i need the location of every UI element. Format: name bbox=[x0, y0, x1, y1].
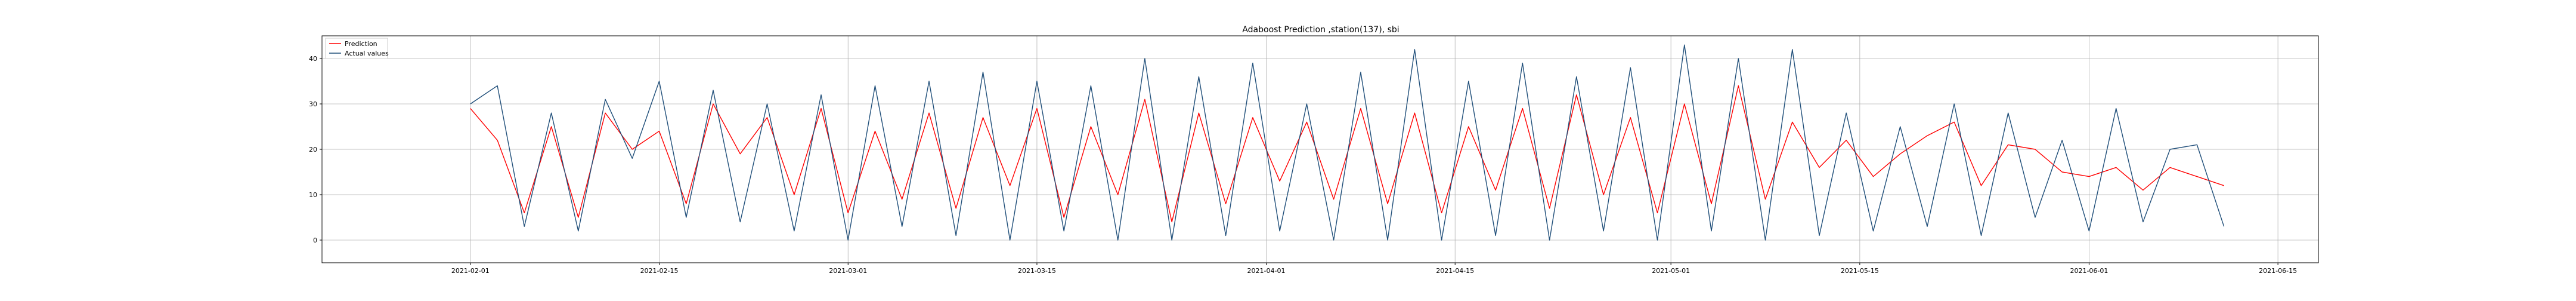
legend: Prediction Actual values bbox=[325, 38, 389, 59]
x-tick-label: 2021-04-01 bbox=[1247, 267, 1286, 275]
x-tick-label: 2021-02-15 bbox=[640, 267, 679, 275]
x-tick-label: 2021-03-01 bbox=[829, 267, 867, 275]
x-axis-ticks: 2021-02-01 2021-02-15 2021-03-01 2021-03-15… bbox=[451, 263, 2297, 275]
x-tick-label: 2021-05-15 bbox=[1841, 267, 1879, 275]
y-tick-label: 30 bbox=[309, 100, 317, 108]
x-tick-label: 2021-05-01 bbox=[1652, 267, 1690, 275]
y-tick-label: 40 bbox=[309, 55, 317, 63]
legend-label-prediction: Prediction bbox=[345, 40, 377, 48]
x-tick-label: 2021-06-15 bbox=[2259, 267, 2297, 275]
y-axis-ticks: 0 10 20 30 40 bbox=[309, 55, 322, 244]
series-line-actual bbox=[470, 44, 2225, 241]
y-tick-label: 10 bbox=[309, 191, 317, 199]
x-tick-label: 2021-02-01 bbox=[451, 267, 490, 275]
grid-lines bbox=[322, 36, 2318, 263]
x-tick-label: 2021-06-01 bbox=[2070, 267, 2108, 275]
legend-label-actual: Actual values bbox=[345, 50, 389, 57]
y-tick-label: 20 bbox=[309, 146, 317, 153]
y-tick-label: 0 bbox=[313, 236, 317, 244]
legend-box bbox=[325, 38, 388, 59]
x-tick-label: 2021-04-15 bbox=[1436, 267, 1474, 275]
series-lines bbox=[470, 44, 2225, 241]
chart-title: Adaboost Prediction ,station(137), sbi bbox=[1242, 25, 1399, 35]
x-tick-label: 2021-03-15 bbox=[1018, 267, 1056, 275]
